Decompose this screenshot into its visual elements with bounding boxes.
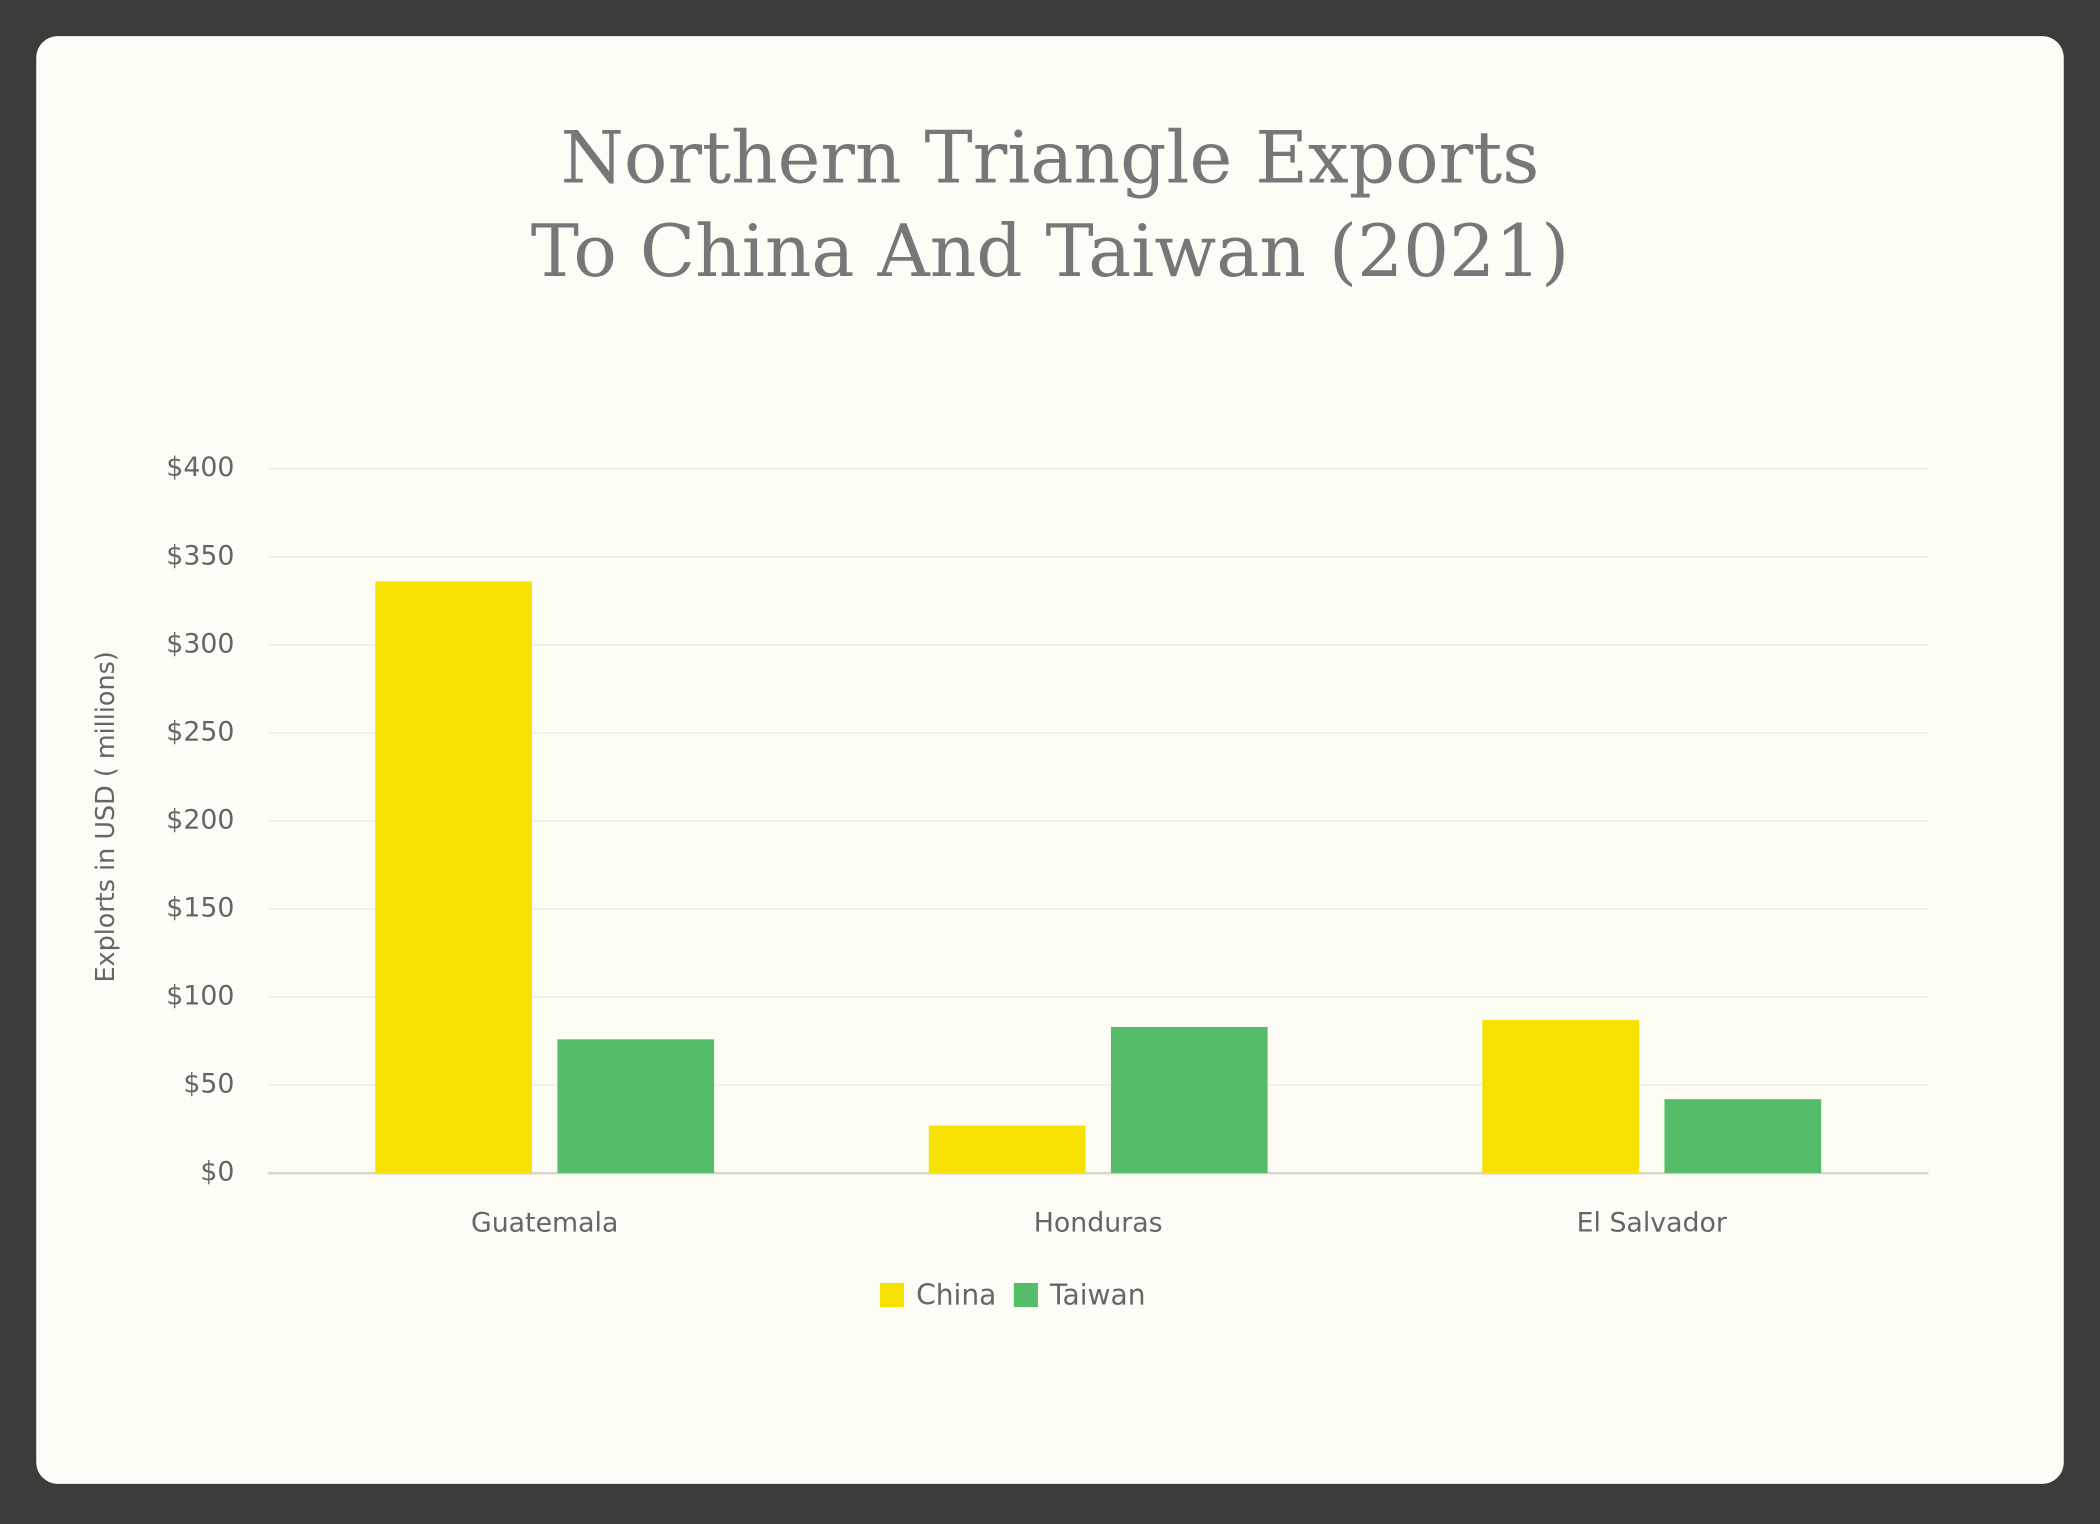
x-tick-label: El Salvador [1577, 1208, 1727, 1239]
y-tick-label: $0 [200, 1157, 234, 1188]
y-axis-label: Explorts in USD ( millions) [90, 651, 120, 982]
y-tick-label: $400 [166, 452, 234, 483]
y-tick-label: $150 [166, 892, 234, 923]
x-tick-label: Guatemala [471, 1208, 618, 1239]
bar [375, 581, 532, 1174]
y-tick-label: $50 [183, 1069, 234, 1100]
chart-title: Northern Triangle Exports [561, 116, 1540, 200]
bar [557, 1039, 715, 1174]
bar [1110, 1026, 1268, 1174]
legend-label: China [916, 1278, 996, 1311]
y-tick-label: $350 [166, 540, 234, 571]
bar [928, 1125, 1086, 1174]
y-tick-label: $300 [166, 628, 234, 659]
legend-swatch [879, 1282, 905, 1308]
y-tick-label: $200 [166, 804, 234, 835]
legend-swatch [1013, 1282, 1038, 1308]
y-tick-label: $250 [166, 716, 234, 747]
y-tick-label: $100 [166, 981, 234, 1012]
bar [1664, 1099, 1822, 1174]
bar [1482, 1019, 1640, 1174]
x-tick-label: Honduras [1034, 1208, 1163, 1239]
legend-label: Taiwan [1049, 1278, 1146, 1311]
chart-title: To China And Taiwan (2021) [531, 210, 1570, 294]
